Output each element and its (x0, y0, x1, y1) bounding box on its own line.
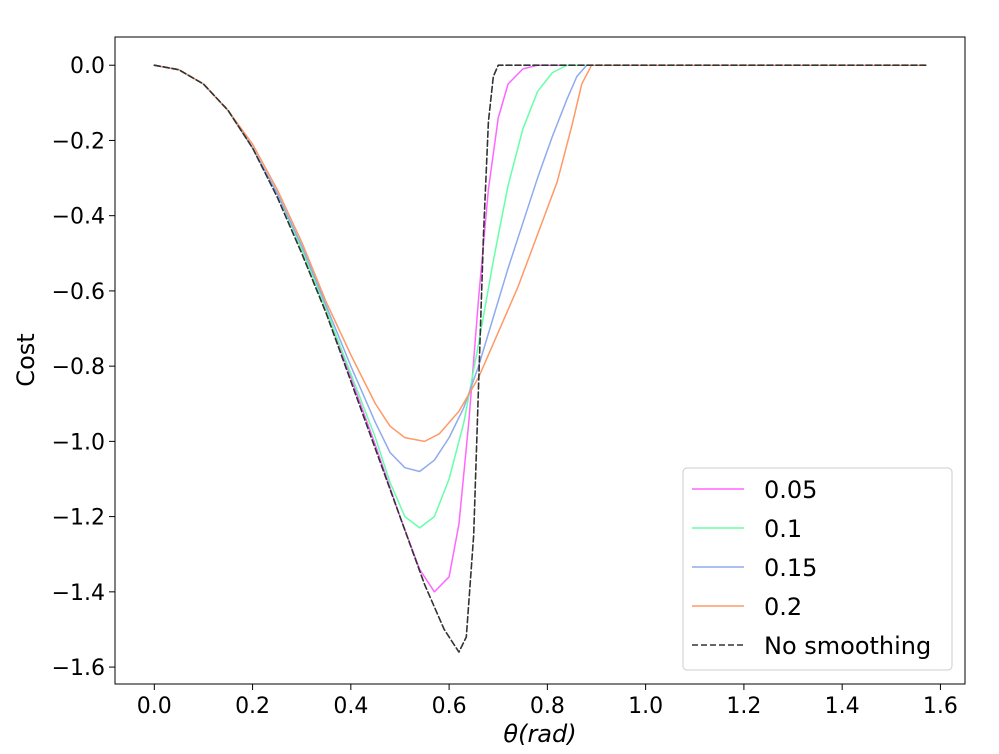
legend-label-4: No smoothing (764, 632, 931, 660)
legend: 0.05 0.1 0.15 0.2 No smoothing (682, 467, 953, 671)
y-tick-label: −1.4 (52, 581, 105, 606)
x-tick-label: 0.8 (530, 694, 565, 719)
series-line-3 (153, 64, 927, 443)
x-tick-label: 1.2 (726, 694, 761, 719)
y-tick-label: −0.6 (52, 280, 105, 305)
y-tick-label: −1.0 (52, 430, 105, 455)
x-tick-label: 1.6 (923, 694, 958, 719)
y-tick-label: −0.2 (52, 129, 105, 154)
x-tick-label: 0.4 (333, 694, 368, 719)
x-tick-label: 0.6 (432, 694, 467, 719)
legend-label-2: 0.15 (764, 554, 817, 582)
x-tick-label: 1.0 (628, 694, 663, 719)
legend-label-1: 0.1 (764, 515, 802, 543)
y-tick-label: −0.8 (52, 355, 105, 380)
y-axis-label: Cost (12, 333, 40, 386)
legend-box (682, 467, 953, 671)
x-axis-label: θ(rad) (503, 720, 576, 748)
x-tick-label: 1.4 (825, 694, 860, 719)
y-tick-label: −1.6 (52, 656, 105, 681)
x-axis-ticks: 0.0 0.2 0.4 0.6 0.8 1.0 1.2 1.4 1.6 (137, 684, 958, 719)
plot-area (114, 36, 966, 685)
series-line-4 (153, 64, 927, 653)
y-tick-label: −1.2 (52, 506, 105, 531)
series-line-2 (153, 64, 927, 473)
legend-entries: 0.05 0.1 0.15 0.2 No smoothing (692, 476, 931, 660)
y-axis-ticks: 0.0 −0.2 −0.4 −0.6 −0.8 −1.0 −1.2 −1.4 −1.6 (52, 54, 115, 681)
y-tick-label: 0.0 (70, 54, 105, 79)
legend-label-0: 0.05 (764, 476, 817, 504)
series-layer (153, 64, 927, 653)
legend-label-3: 0.2 (764, 593, 802, 621)
x-tick-label: 0.0 (137, 694, 172, 719)
x-tick-label: 0.2 (235, 694, 270, 719)
y-tick-label: −0.4 (52, 205, 105, 230)
